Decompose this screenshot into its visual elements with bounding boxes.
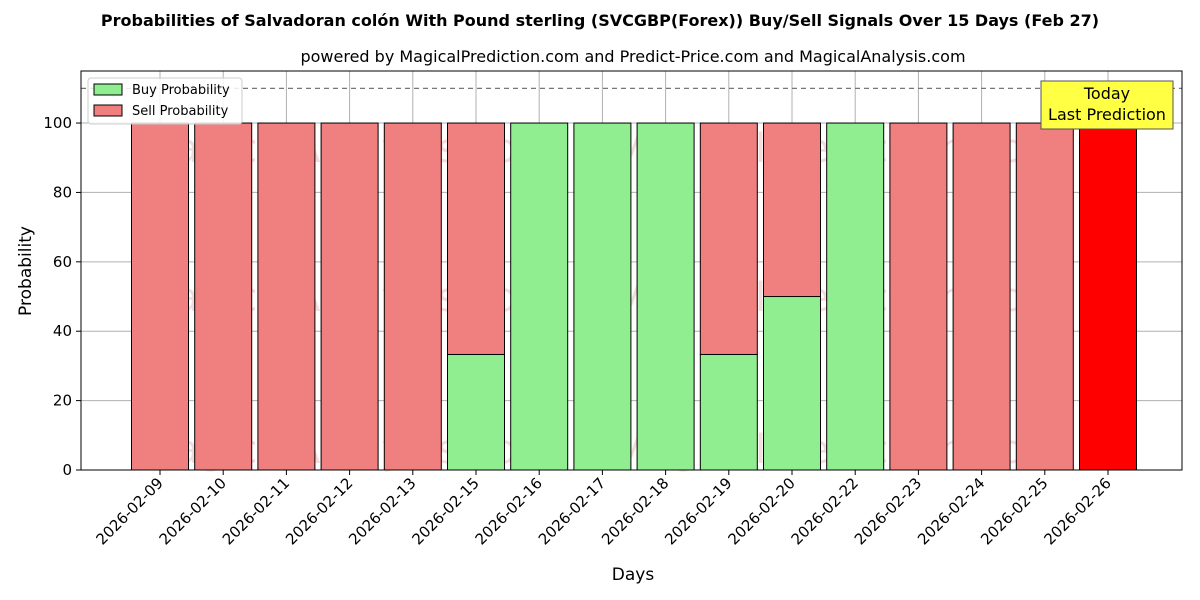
plot-frame	[80, 70, 1183, 471]
x-tick-label: 2026-02-20	[724, 474, 798, 548]
bar-sell	[952, 122, 1011, 471]
legend-label-sell: Sell Probability	[132, 104, 229, 119]
bar-sell	[194, 122, 253, 471]
y-tick-label: 40	[53, 322, 72, 340]
x-tick-label: 2026-02-15	[408, 474, 482, 548]
bar-buy	[510, 122, 569, 471]
x-tick-label: 2026-02-22	[788, 474, 862, 548]
bar-sell	[889, 122, 948, 471]
chart-subtitle: powered by MagicalPrediction.com and Pre…	[300, 47, 965, 66]
bar-sell	[1079, 122, 1137, 471]
bar-sell	[320, 122, 379, 471]
x-tick-label: 2026-02-18	[598, 474, 672, 548]
annotation-line-1: Today	[1083, 84, 1130, 103]
y-tick-label: 80	[53, 183, 72, 201]
x-axis-label: Days	[612, 565, 655, 585]
bar-sell	[1015, 122, 1074, 471]
x-tick-label: 2026-02-13	[345, 474, 419, 548]
x-axis-ticks: 2026-02-092026-02-102026-02-112026-02-12…	[92, 470, 1115, 548]
bar-buy	[826, 122, 885, 471]
x-tick-label: 2026-02-17	[535, 474, 609, 548]
x-tick-label: 2026-02-25	[977, 474, 1051, 548]
x-tick-label: 2026-02-24	[914, 474, 988, 548]
y-tick-label: 0	[62, 461, 72, 479]
y-tick-label: 60	[53, 253, 72, 271]
y-tick-label: 100	[43, 114, 72, 132]
bar-buy	[763, 296, 821, 471]
bar-buy	[636, 122, 695, 471]
x-tick-label: 2026-02-26	[1040, 474, 1114, 548]
annotation-line-2: Last Prediction	[1048, 105, 1166, 124]
x-tick-label: 2026-02-10	[156, 474, 230, 548]
annotation-box	[1040, 80, 1174, 130]
legend: Buy Probability Sell Probability	[87, 77, 243, 125]
chart-title: Probabilities of Salvadoran colón With P…	[101, 11, 1099, 30]
x-tick-label: 2026-02-19	[661, 474, 735, 548]
bars	[131, 122, 1137, 471]
bar-sell	[447, 122, 505, 355]
bar-buy	[699, 353, 758, 471]
bar-buy	[573, 122, 632, 471]
bar-buy	[447, 353, 505, 471]
bar-sell	[257, 122, 316, 471]
bar-sell	[763, 122, 821, 298]
bar-sell	[699, 122, 758, 355]
x-tick-label: 2026-02-11	[219, 474, 293, 548]
y-axis-ticks: 0 20 40 60 80 100	[43, 114, 81, 479]
x-tick-label: 2026-02-16	[472, 474, 546, 548]
x-tick-label: 2026-02-09	[92, 474, 166, 548]
bar-sell	[383, 122, 442, 471]
legend-swatch-sell	[93, 104, 123, 117]
y-axis-label: Probability	[16, 226, 36, 316]
legend-swatch-buy	[93, 83, 123, 96]
legend-box	[87, 77, 243, 125]
y-tick-label: 20	[53, 392, 72, 410]
x-tick-label: 2026-02-12	[282, 474, 356, 548]
x-tick-label: 2026-02-23	[851, 474, 925, 548]
bar-sell	[131, 122, 189, 471]
legend-label-buy: Buy Probability	[132, 83, 230, 98]
today-annotation: Today Last Prediction	[1040, 80, 1174, 130]
